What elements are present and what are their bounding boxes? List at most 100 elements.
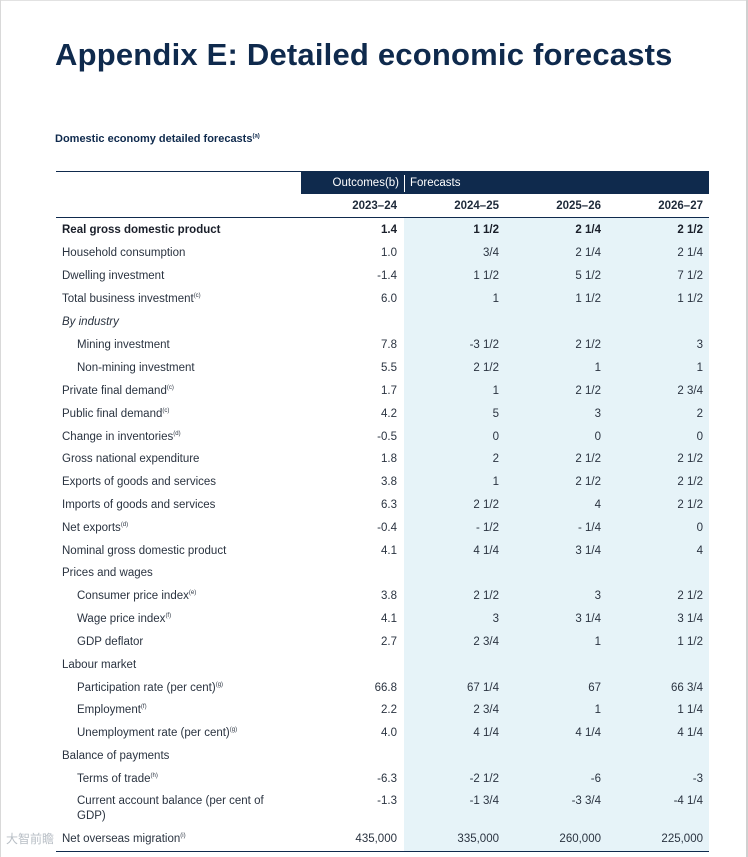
row-label: Dwelling investment [62,265,164,288]
header-divider [404,175,405,192]
table-cell: 66 3/4 [671,682,703,694]
row-label-text: Participation rate (per cent) [77,682,216,694]
year-header-2026-27: 2026–27 [658,200,703,212]
table-row: By industry [0,311,748,334]
row-footnote-marker: (e) [188,590,197,597]
row-label: Nominal gross domestic product [62,540,226,563]
table-caption-text: Domestic economy detailed forecasts [55,133,253,145]
row-label-text: Net overseas migration [62,833,181,845]
row-label-text: Unemployment rate (per cent) [77,727,230,739]
table-row: Real gross domestic product 1.4 1 1/2 2 1/4… [0,219,748,242]
row-label: Exports of goods and services [62,471,216,494]
row-label-text: Wage price index [77,613,166,625]
table-row: Mining investment 7.8 -3 1/2 2 1/2 3 [0,334,748,357]
table-cell: 2.7 [381,636,397,648]
row-label: Gross national expenditure [62,448,199,471]
row-label-text: Household consumption [62,247,186,259]
row-label: Real gross domestic product [62,219,220,242]
table-cell: 3 1/4 [575,545,601,557]
row-label: Imports of goods and services [62,494,215,517]
table-cell: 0 [492,431,499,443]
table-cell: 3 [594,590,601,602]
year-header-2025-26: 2025–26 [556,200,601,212]
table-row: Unemployment rate (per cent)(g) 4.0 4 1/4 4… [0,722,748,745]
table-cell: 0 [594,431,601,443]
table-cell: 67 [588,682,601,694]
table-cell: 4 1/4 [473,545,499,557]
table-cell: -4 1/4 [673,795,703,807]
row-footnote-marker: (d) [120,522,129,529]
row-label: Household consumption [62,242,185,265]
table-cell: 2.2 [381,704,397,716]
table-cell: 2 1/2 [575,476,601,488]
table-cell: 4 1/4 [677,727,703,739]
table-cell: 4.0 [381,727,397,739]
row-footnote-marker: (c) [162,408,170,415]
year-header-2024-25: 2024–25 [454,200,499,212]
table-row: Wage price index(f) 4.1 3 3 1/4 3 1/4 [0,608,748,631]
table-cell: 2 1/2 [473,499,499,511]
row-label-text: Balance of payments [62,750,170,762]
table-caption-note: (a) [252,133,260,140]
table-top-rule [56,171,709,172]
table-cell: 1 1/2 [677,636,703,648]
row-label-text: Consumer price index [77,590,189,602]
table-cell: 1.7 [381,385,397,397]
table-cell: -3 1/2 [469,339,499,351]
row-label-text: Gross national expenditure [62,453,200,465]
table-cell: 0 [696,431,703,443]
table-cell: 6.3 [381,499,397,511]
table-row: Imports of goods and services 6.3 2 1/2 4 2 … [0,494,748,517]
header-outcomes: Outcomes(b) [332,177,399,189]
table-cell: 260,000 [559,833,601,845]
table-cell: 3.8 [381,476,397,488]
table-row: Balance of payments [0,745,748,768]
table-cell: 1.0 [381,247,397,259]
table-row: Consumer price index(e) 3.8 2 1/2 3 2 1/2 [0,585,748,608]
table-row: GDP deflator 2.7 2 3/4 1 1 1/2 [0,631,748,654]
table-cell: 5 [492,408,499,420]
table-row: Participation rate (per cent)(g) 66.8 67 1… [0,677,748,700]
row-label-text: Imports of goods and services [62,499,216,511]
table-cell: 3/4 [483,247,499,259]
table-cell: 4.1 [381,613,397,625]
row-label-text: By industry [62,316,119,328]
row-label: Balance of payments [62,745,169,768]
table-cell: 4.2 [381,408,397,420]
table-cell: 4 [594,499,601,511]
table-row: Non-mining investment 5.5 2 1/2 1 1 [0,357,748,380]
table-cell: 2 1/2 [677,499,703,511]
table-cell: 2 1/2 [473,362,499,374]
table-row: Employment(f) 2.2 2 3/4 1 1 1/4 [0,699,748,722]
row-label: By industry [62,311,119,334]
row-label: Employment(f) [77,699,147,722]
table-cell: 2 1/2 [575,339,601,351]
table-row: Private final demand(c) 1.7 1 2 1/2 2 3/4 [0,380,748,403]
table-cell: 5 1/2 [575,270,601,282]
table-cell: 7.8 [381,339,397,351]
row-label: Total business investment(c) [62,288,201,311]
table-cell: 4 [696,545,703,557]
table-cell: 1 [492,476,499,488]
table-cell: 3 [594,408,601,420]
table-cell: 6.0 [381,293,397,305]
row-label-text: GDP deflator [77,636,144,648]
table-row: Public final demand(c) 4.2 5 3 2 [0,403,748,426]
table-row: Prices and wages [0,562,748,585]
page-border-left [0,0,1,857]
table-cell: 2 1/2 [677,224,703,236]
row-label-text: Current account balance (per cent of GDP… [77,795,264,822]
row-label: Public final demand(c) [62,403,169,426]
table-cell: -3 3/4 [571,795,601,807]
table-row: Change in inventories(d) -0.5 0 0 0 [0,426,748,449]
row-footnote-marker: (g) [215,682,224,689]
table-cell: 435,000 [355,833,397,845]
table-cell: -6 [590,773,601,785]
table-row: Nominal gross domestic product 4.1 4 1/4 3 … [0,540,748,563]
row-label-text: Real gross domestic product [62,224,221,236]
table-cell: 1 1/2 [575,293,601,305]
row-footnote-marker: (h) [150,773,158,780]
row-label: Change in inventories(d) [62,426,181,449]
row-footnote-marker: (f) [165,613,172,620]
row-label: Net exports(d) [62,517,128,540]
